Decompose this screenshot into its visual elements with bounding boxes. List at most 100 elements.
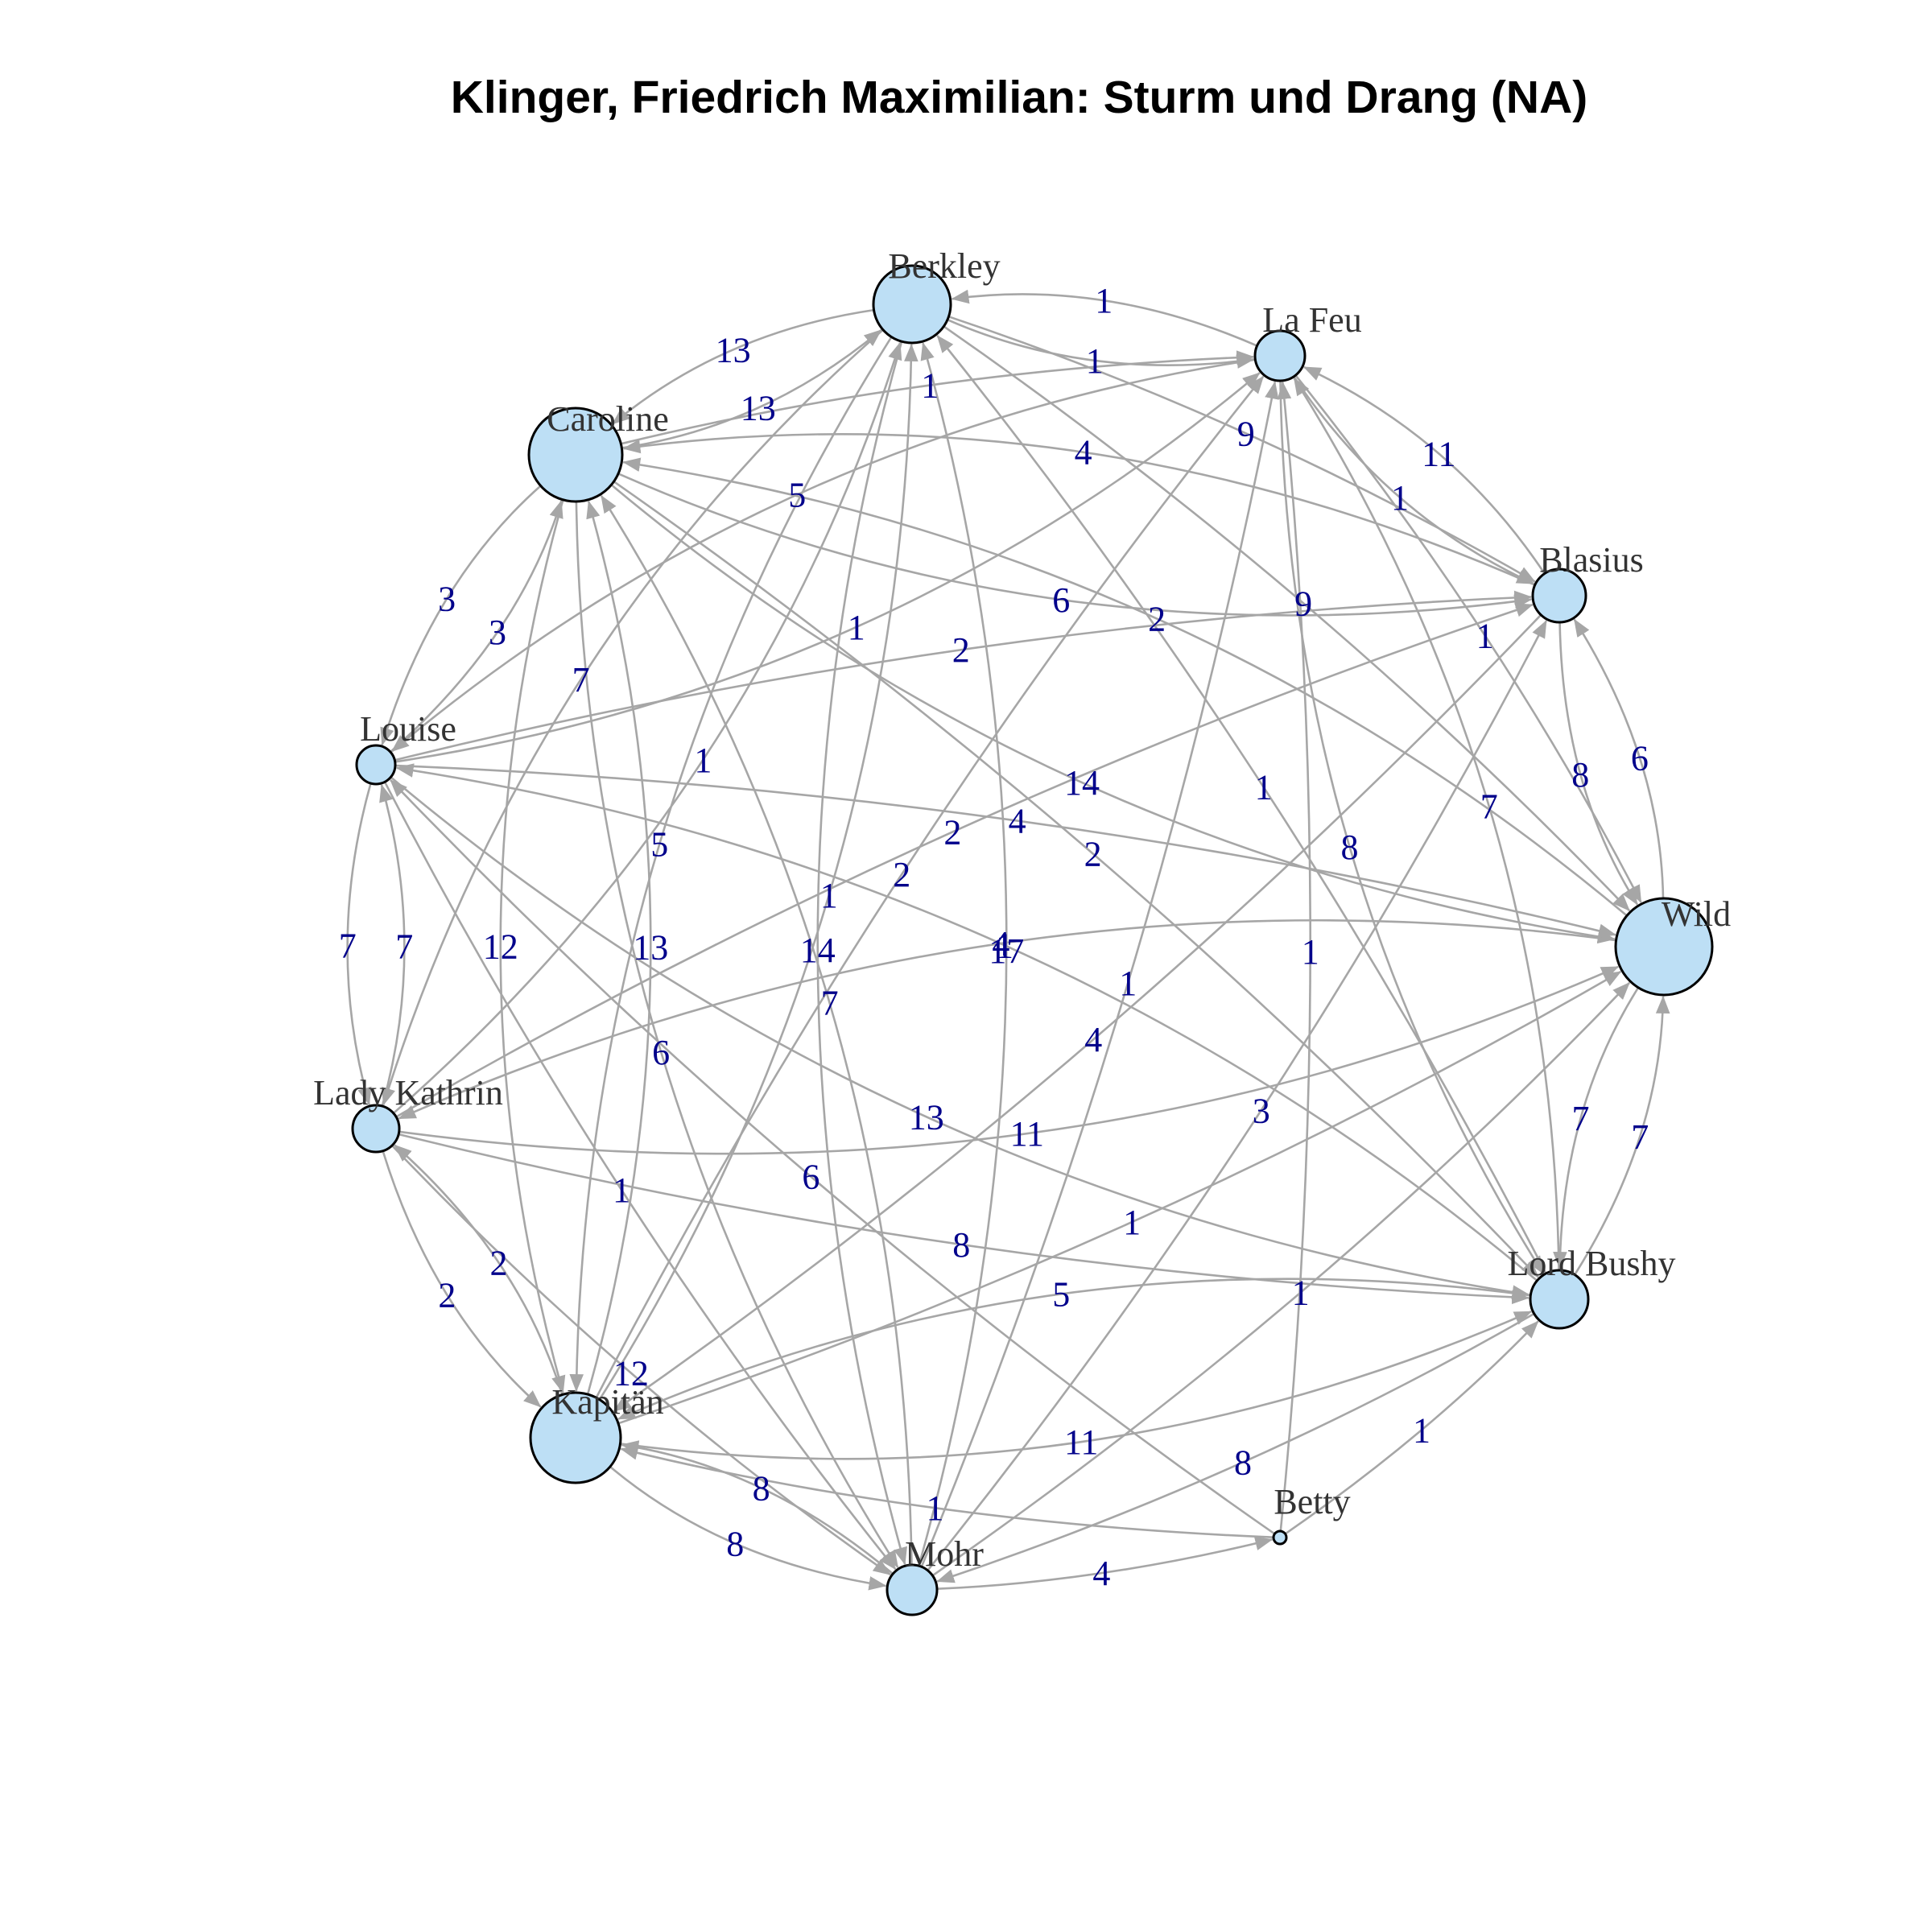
edge-weight-label: 1 <box>1119 964 1137 1003</box>
edge-weight-label: 1 <box>613 1170 630 1210</box>
edge-betty-to-kapitan <box>620 1446 1274 1538</box>
edge-berkley-to-ladykathrin <box>382 328 884 1106</box>
edge-weight-label: 1 <box>1391 478 1409 518</box>
edge-weight-label: 4 <box>1009 802 1026 841</box>
edge-weight-label: 4 <box>992 924 1009 964</box>
edge-weight-label: 1 <box>921 366 939 406</box>
node-label-betty: Betty <box>1274 1482 1350 1521</box>
edge-weight-label: 7 <box>821 984 839 1023</box>
edge-weight-label: 1 <box>1476 616 1494 655</box>
edge-weight-label: 2 <box>952 630 970 670</box>
edge-weight-label: 11 <box>1010 1114 1044 1154</box>
edge-ladykathrin-to-kapitan <box>382 1150 542 1408</box>
edge-lafeu-to-wild <box>1294 374 1642 903</box>
edge-caroline-to-berkley <box>621 328 882 449</box>
edge-caroline-to-kapitan <box>499 499 566 1394</box>
edge-weight-label: 7 <box>395 927 413 966</box>
edge-caroline-to-louise <box>380 485 542 746</box>
edge-louise-to-mohr <box>383 781 897 1571</box>
edge-weight-label: 1 <box>820 876 838 915</box>
edge-weight-label: 13 <box>741 389 776 428</box>
edge-ladykathrin-to-lordbushy <box>398 1133 1530 1305</box>
edge-caroline-to-lafeu <box>620 350 1255 445</box>
edge-blasius-to-wild <box>1558 621 1639 906</box>
edge-weight-label: 5 <box>650 824 668 864</box>
edge-blasius-to-caroline <box>622 433 1536 586</box>
edge-kapitan-to-berkley <box>598 343 919 1401</box>
edge-weight-label: 8 <box>1341 828 1359 867</box>
edge-berkley-to-caroline <box>612 308 874 425</box>
edge-weight-label: 7 <box>1480 787 1498 827</box>
edge-weight-label: 12 <box>483 927 518 967</box>
edge-weight-label: 4 <box>1075 433 1092 473</box>
edge-weight-label: 3 <box>489 613 506 652</box>
edge-weight-label: 2 <box>438 1276 456 1315</box>
edge-weight-label: 1 <box>1255 768 1273 807</box>
edge-weight-label: 6 <box>652 1033 670 1072</box>
node-berkley <box>872 264 952 345</box>
edge-lafeu-to-blasius <box>1293 376 1535 585</box>
edge-weight-label: 2 <box>1084 834 1102 873</box>
edge-caroline-to-wild <box>610 484 1616 944</box>
edge-kapitan-to-lordbushy <box>620 1311 1533 1460</box>
edge-weight-label: 3 <box>438 580 456 619</box>
edge-weight-label: 1 <box>1292 1274 1310 1313</box>
edge-mohr-to-kapitan <box>621 1440 894 1575</box>
edge-louise-to-ladykathrin <box>346 782 372 1106</box>
node-label-blasius: Blasius <box>1539 540 1644 580</box>
node-label-mohr: Mohr <box>905 1534 984 1574</box>
edge-weight-label: 8 <box>753 1469 770 1509</box>
edge-mohr-to-berkley <box>918 342 1008 1567</box>
edge-blasius-to-kapitan <box>613 613 1542 1412</box>
edge-berkley-to-kapitan <box>569 336 893 1393</box>
node-caroline <box>527 407 624 503</box>
edge-mohr-to-betty <box>936 1536 1274 1590</box>
edge-weight-label: 4 <box>1092 1554 1110 1593</box>
node-label-wild: Wild <box>1662 894 1731 934</box>
node-wild <box>1614 897 1714 997</box>
edge-lordbushy-to-berkley <box>936 335 1547 1274</box>
edge-blasius-to-lafeu <box>1302 365 1546 575</box>
edge-caroline-to-mohr <box>575 501 899 1569</box>
edge-weight-label: 6 <box>1052 580 1070 620</box>
edge-weight-label: 5 <box>1052 1274 1070 1314</box>
edge-lordbushy-to-wild <box>1574 995 1670 1276</box>
edge-kapitan-to-wild <box>617 970 1622 1425</box>
edge-weight-label: 7 <box>572 660 590 700</box>
node-label-louise: Louise <box>360 709 456 749</box>
edge-weight-label: 6 <box>1631 738 1649 778</box>
node-blasius <box>1531 568 1587 624</box>
edge-weight-label: 2 <box>490 1243 508 1282</box>
edge-weight-label: 2 <box>1148 600 1166 639</box>
edge-weight-label: 2 <box>943 812 961 852</box>
edge-weight-label: 8 <box>1571 755 1589 795</box>
edge-weight-label: 1 <box>848 608 865 647</box>
edge-betty-to-louise <box>390 778 1276 1535</box>
edge-weight-label: 12 <box>613 1354 649 1393</box>
edge-caroline-to-lordbushy <box>613 481 1539 1278</box>
edge-lordbushy-to-mohr <box>936 1312 1535 1583</box>
edge-weight-label: 7 <box>1572 1099 1590 1138</box>
edge-weight-label: 11 <box>1422 434 1455 473</box>
edge-weight-label: 7 <box>1631 1117 1649 1157</box>
node-label-kapitan: Kapitän <box>551 1382 663 1422</box>
node-mohr <box>886 1563 939 1616</box>
node-labels-layer: Berkley La Feu Blasius Wild Lord Bushy Betty M… <box>313 246 1731 1574</box>
edge-mohr-to-blasius <box>927 620 1548 1571</box>
edge-weight-label: 1 <box>1413 1410 1430 1450</box>
edge-weight-label: 1 <box>1086 341 1104 381</box>
edge-ladykathrin-to-wild <box>398 965 1620 1155</box>
edge-weight-label: 6 <box>802 1158 819 1197</box>
edge-betty-to-lafeu <box>1277 381 1312 1532</box>
edge-lafeu-to-berkley <box>951 289 1258 347</box>
edge-berkley-to-mohr <box>816 341 907 1566</box>
edge-weight-label: 9 <box>1294 584 1312 623</box>
edge-wild-to-caroline <box>622 457 1628 917</box>
edge-kapitan-to-caroline <box>586 500 652 1395</box>
node-lordbushy <box>1529 1269 1590 1330</box>
edge-berkley-to-wild <box>943 325 1631 912</box>
edge-wild-to-blasius <box>1573 618 1665 899</box>
edge-wild-to-lordbushy <box>1553 987 1640 1270</box>
